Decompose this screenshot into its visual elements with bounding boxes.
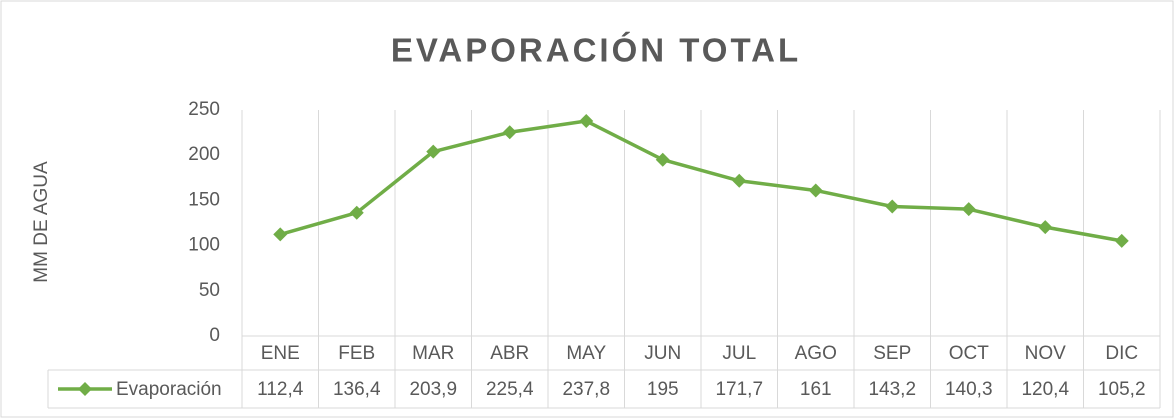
data-point	[885, 199, 900, 214]
x-tick-label: NOV	[1025, 343, 1067, 364]
legend-label: Evaporación	[116, 379, 222, 400]
data-point	[1114, 233, 1129, 248]
table-value: 171,7	[715, 379, 763, 400]
data-point	[273, 227, 288, 242]
chart-title: EVAPORACIÓN TOTAL	[391, 32, 801, 69]
x-tick-label: ENE	[261, 343, 300, 364]
table-value: 120,4	[1021, 379, 1069, 400]
x-tick-label: ABR	[490, 343, 529, 364]
y-tick-label: 250	[188, 99, 220, 120]
y-tick-label: 50	[199, 280, 220, 301]
x-tick-label: MAY	[566, 343, 606, 364]
table-value: 136,4	[333, 379, 381, 400]
x-tick-label: FEB	[338, 343, 375, 364]
table-value: 203,9	[409, 379, 457, 400]
data-point	[426, 144, 441, 159]
table-value: 105,2	[1098, 379, 1146, 400]
table-value: 237,8	[562, 379, 610, 400]
data-line	[279, 119, 1123, 243]
x-tick-label: SEP	[873, 343, 911, 364]
x-tick-label: OCT	[949, 343, 990, 364]
x-tick-label: DIC	[1105, 343, 1138, 364]
data-point	[1038, 220, 1053, 235]
data-point	[732, 173, 747, 188]
y-axis-label: MM DE AGUA	[31, 161, 52, 283]
table-value: 112,4	[257, 379, 304, 400]
y-tick-label: 0	[209, 325, 220, 346]
table-value: 225,4	[486, 379, 534, 400]
legend-marker	[78, 382, 92, 396]
data-point	[579, 114, 594, 129]
x-tick-label: JUN	[644, 343, 681, 364]
y-tick-label: 150	[188, 189, 220, 210]
data-point	[961, 202, 976, 217]
table-value: 195	[647, 379, 679, 400]
data-point	[808, 183, 823, 198]
table-value: 140,3	[945, 379, 993, 400]
data-point	[655, 152, 670, 167]
data-point	[349, 205, 364, 220]
table-value: 143,2	[868, 379, 916, 400]
x-tick-label: AGO	[795, 343, 837, 364]
data-point	[502, 125, 517, 140]
table-value: 161	[800, 379, 832, 400]
x-tick-label: JUL	[722, 343, 756, 364]
y-tick-label: 100	[188, 235, 220, 256]
x-tick-label: MAR	[412, 343, 454, 364]
y-tick-label: 200	[188, 144, 220, 165]
